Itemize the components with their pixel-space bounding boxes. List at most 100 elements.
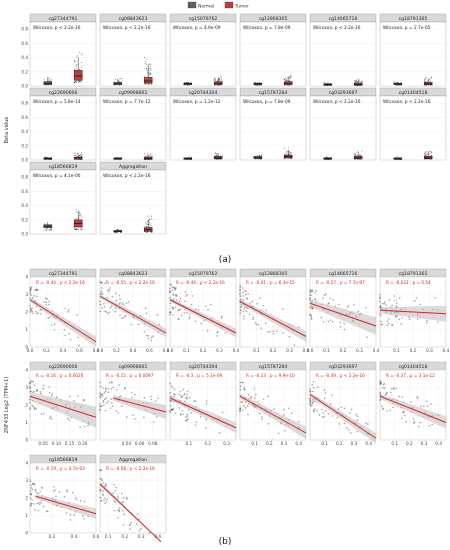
scatter-point	[171, 314, 174, 316]
scatter-point	[242, 310, 245, 313]
scatter-point	[434, 297, 437, 299]
scatter-point	[355, 413, 358, 416]
jitter-point	[75, 208, 77, 210]
jitter-point	[424, 153, 426, 155]
x-tick-label: 0.2	[270, 348, 277, 353]
jitter-point	[80, 152, 82, 154]
scatter-point	[169, 311, 172, 314]
jitter-point	[429, 78, 431, 80]
y-tick-label: 0	[25, 345, 28, 350]
scatter-point	[239, 306, 242, 308]
jitter-point	[354, 153, 356, 154]
scatter-point	[393, 387, 395, 390]
scatter-point	[35, 388, 38, 391]
fit-line	[113, 397, 167, 413]
panel-title: cg08843623	[119, 16, 148, 22]
scatter-point	[379, 399, 381, 402]
jitter-point	[81, 216, 83, 218]
jitter-point	[48, 77, 50, 79]
scatter-point	[69, 338, 72, 341]
scatter-point	[63, 328, 66, 331]
box-panel-cg12868305: cg12868305 Wilcoxon, p = 7.8e-09	[239, 13, 307, 87]
jitter-point	[47, 228, 49, 230]
scatter-point	[29, 492, 32, 495]
scatter-point	[393, 295, 396, 297]
scatter-point	[120, 405, 123, 407]
scatter-point	[30, 504, 32, 507]
scatter-point	[239, 385, 242, 387]
scatter-point	[108, 311, 111, 313]
jitter-point	[290, 74, 292, 76]
scatter-point	[120, 317, 123, 320]
scatter-point	[380, 323, 382, 326]
scatter-point	[312, 409, 315, 412]
scatter-point	[313, 410, 315, 413]
scatter-point	[99, 310, 101, 313]
scatter-point	[35, 389, 38, 392]
jitter-point	[74, 227, 76, 229]
scatter-point	[240, 309, 242, 312]
scatter-point	[105, 501, 108, 503]
scatter-point	[186, 312, 189, 314]
jitter-point	[148, 73, 150, 75]
scatter-point	[46, 297, 48, 300]
scatter-point	[83, 500, 86, 503]
jitter-point	[147, 215, 149, 217]
scatter-panel-cg20744304: cg20744304 0.1 0.2 0.3 R = -0.3 , p = 5.1e-0…	[169, 361, 237, 446]
scatter-point	[194, 400, 197, 402]
x-tick-label: 0.2	[266, 441, 273, 446]
scatter-point	[53, 329, 56, 331]
x-tick-label: 0.2	[121, 534, 128, 539]
scatter-point	[379, 383, 382, 385]
scatter-point	[99, 381, 102, 384]
scatter-point	[395, 302, 398, 304]
scatter-point	[36, 312, 38, 315]
scatter-point	[239, 312, 241, 314]
jitter-point	[423, 81, 425, 83]
jitter-point	[79, 154, 81, 156]
scatter-point	[253, 388, 256, 390]
x-tick-label: 0.0	[307, 348, 314, 353]
scatter-point	[389, 391, 392, 394]
scatter-point	[31, 499, 33, 501]
panel-title: cg27344791	[49, 271, 78, 277]
scatter-point	[240, 401, 242, 403]
jitter-point	[75, 56, 77, 58]
panel-title: cg09908601	[119, 90, 148, 96]
jitter-point	[214, 84, 216, 86]
scatter-point	[104, 390, 107, 393]
scatter-point	[119, 302, 121, 304]
scatter-point	[426, 319, 428, 322]
box-panel-cg20744304: cg20744304 Wilcoxon, p = 1.2e-12	[169, 87, 237, 161]
jitter-point	[400, 82, 402, 84]
scatter-point	[79, 499, 82, 502]
scatter-point	[216, 330, 219, 333]
scatter-point	[115, 388, 118, 391]
jitter-point	[116, 232, 117, 234]
scatter-point	[34, 488, 37, 491]
scatter-point	[170, 384, 172, 387]
scatter-point	[29, 309, 32, 311]
scatter-point	[104, 387, 107, 389]
scatter-point	[431, 423, 433, 426]
y-tick-label: 3	[25, 478, 28, 483]
jitter-point	[146, 73, 148, 75]
scatter-point	[393, 299, 396, 302]
scatter-point	[31, 380, 33, 383]
jitter-point	[287, 84, 289, 86]
jitter-point	[118, 84, 120, 86]
scatter-point	[177, 317, 180, 320]
jitter-point	[77, 210, 79, 212]
scatter-point	[137, 323, 140, 325]
scatter-point	[171, 286, 174, 289]
scatter-point	[171, 409, 174, 411]
box-panel-cg09908601: cg09908601 Wilcoxon, p = 7.7e-12	[99, 87, 167, 161]
scatter-point	[110, 388, 113, 390]
scatter-point	[383, 301, 386, 303]
scatter-point	[129, 523, 131, 526]
scatter-point	[255, 323, 258, 326]
jitter-point	[361, 158, 363, 160]
scatter-point	[102, 399, 105, 402]
jitter-point	[48, 229, 50, 231]
jitter-point	[80, 53, 82, 55]
